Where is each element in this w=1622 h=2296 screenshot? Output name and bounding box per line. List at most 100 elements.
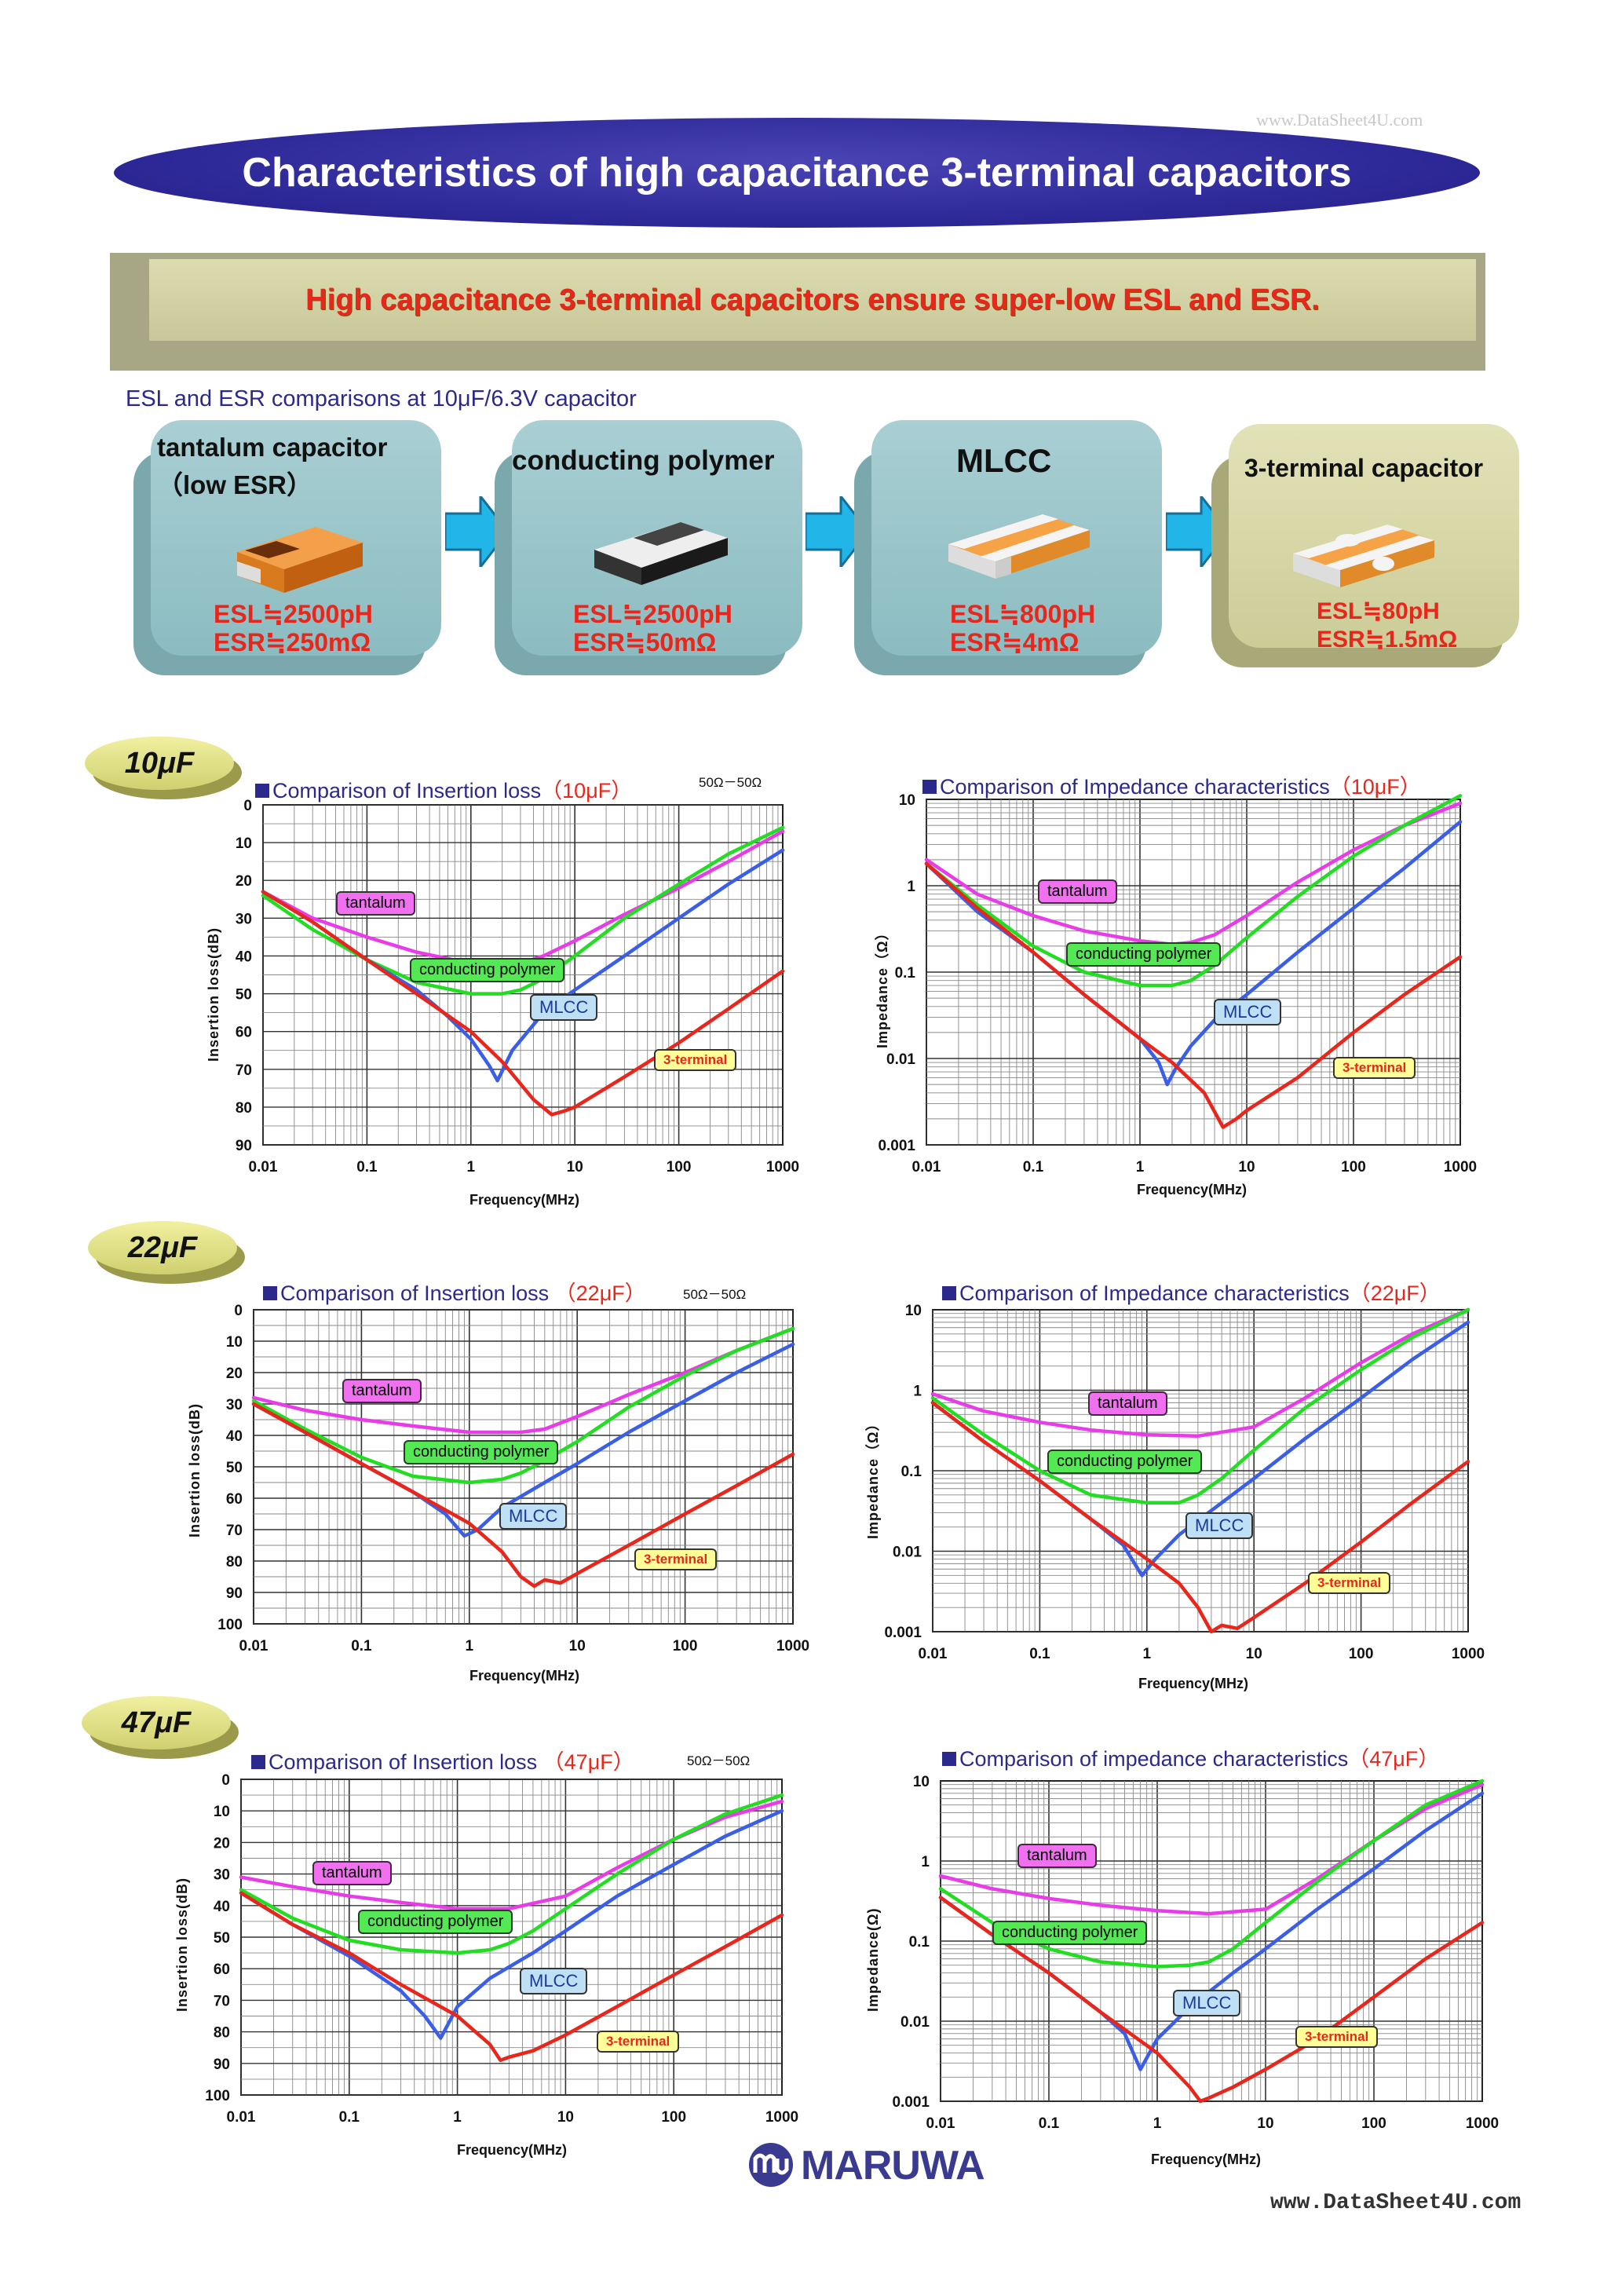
y-tick-label: 10 (226, 1334, 243, 1351)
label-conducting-polymer: conducting polymer (358, 1910, 513, 1934)
card-esr: ESR≒50mΩ (573, 628, 717, 656)
label-three-terminal: 3-terminal (1333, 1057, 1416, 1079)
y-tick-label: 10 (913, 1774, 930, 1790)
y-tick-label: 60 (226, 1491, 243, 1508)
y-tick-label: 20 (226, 1366, 243, 1382)
label-tantalum: tantalum (312, 1861, 392, 1885)
x-tick-label: 0.01 (249, 1159, 278, 1175)
chart-title-il-22: Comparison of Insertion loss （22μF） (263, 1276, 646, 1307)
x-tick-label: 1 (1143, 1646, 1152, 1662)
xlabel-il-22: Frequency(MHz) (469, 1668, 580, 1684)
x-tick-label: 1 (453, 2109, 462, 2126)
y-tick-label: 10 (236, 835, 252, 852)
il-condition: 50Ω－50Ω (699, 775, 762, 790)
y-tick-label: 10 (905, 1303, 922, 1319)
y-tick-label: 50 (226, 1460, 243, 1476)
y-tick-label: 1 (907, 879, 915, 895)
three-terminal-chip-icon (1293, 525, 1434, 587)
x-tick-label: 1 (467, 1159, 476, 1175)
square-bullet-icon (942, 1286, 956, 1300)
subtitle-text: High capacitance 3-terminal capacitors e… (305, 283, 1320, 316)
xlabel-il-10: Frequency(MHz) (469, 1192, 580, 1208)
badge-label: 47μF (121, 1706, 192, 1739)
plot-group: 0.01 0.1 1 10 100 1000 10 1 0.1 0.01 0.001 (884, 1303, 1485, 1662)
x-tick-label: 100 (661, 2109, 686, 2126)
il-condition: 50Ω－50Ω (683, 1287, 747, 1302)
card-esr: ESR≒250mΩ (214, 628, 371, 656)
series-line-3-terminal (930, 1401, 1470, 1634)
card-esl: ESL≒2500pH (573, 600, 732, 628)
y-tick-label: 0.001 (884, 1625, 922, 1641)
y-tick-label: 80 (226, 1554, 243, 1570)
x-tick-label: 0.01 (926, 2115, 955, 2132)
x-tick-label: 10 (569, 1638, 586, 1654)
series-line-3-terminal (261, 890, 785, 1117)
x-tick-label: 0.1 (1029, 1646, 1050, 1662)
y-tick-label: 50 (214, 1930, 230, 1947)
label-three-terminal: 3-terminal (1308, 1572, 1391, 1594)
tantalum-chip-icon (237, 527, 363, 593)
x-tick-label: 100 (673, 1638, 698, 1654)
square-bullet-icon (942, 1752, 956, 1766)
label-mlcc: MLCC (1173, 1990, 1241, 2016)
y-tick-label: 30 (214, 1867, 230, 1884)
label-mlcc: MLCC (1214, 999, 1282, 1026)
chart-title-il-47: Comparison of Insertion loss （47μF） (251, 1745, 634, 1775)
series-line-tantalum (930, 1307, 1470, 1439)
label-three-terminal: 3-terminal (634, 1548, 718, 1570)
label-conducting-polymer: conducting polymer (410, 958, 565, 982)
y-tick-label: 1 (913, 1384, 922, 1400)
y-tick-label: 10 (899, 792, 915, 809)
y-tick-label: 90 (236, 1138, 252, 1154)
x-tick-label: 0.1 (356, 1159, 378, 1175)
series-line-tantalum (251, 1326, 795, 1435)
y-tick-label: 0.1 (901, 1464, 922, 1480)
subtitle-bar: High capacitance 3-terminal capacitors e… (110, 253, 1485, 371)
card-title: MLCC (956, 442, 1052, 479)
y-tick-label: 0 (243, 798, 252, 814)
square-bullet-icon (263, 1286, 277, 1300)
y-tick-label: 80 (236, 1100, 252, 1117)
y-tick-label: 40 (236, 949, 252, 965)
label-conducting-polymer: conducting polymer (1066, 942, 1222, 967)
badge-label: 10μF (124, 746, 195, 780)
x-tick-label: 1 (1136, 1159, 1145, 1175)
x-tick-label: 1000 (765, 2109, 798, 2126)
x-tick-label: 1 (1153, 2115, 1162, 2132)
chart-title-il-10: Comparison of Insertion loss（10μF） (255, 773, 632, 804)
x-tick-label: 10 (1257, 2115, 1273, 2132)
arrow-right-icon (445, 496, 508, 567)
label-three-terminal: 3-terminal (1295, 2026, 1379, 2048)
x-tick-label: 1000 (776, 1638, 809, 1654)
plot-group: 0.01 0.1 1 10 100 1000 10 1 0.1 0.01 0.001 (892, 1774, 1499, 2132)
y-tick-label: 50 (236, 987, 252, 1004)
x-tick-label: 0.01 (227, 2109, 256, 2126)
y-tick-label: 70 (214, 1993, 230, 2009)
label-tantalum: tantalum (1088, 1391, 1167, 1416)
x-tick-label: 1000 (1466, 2115, 1499, 2132)
card-esl: ESL≒800pH (950, 600, 1096, 628)
y-tick-label: 60 (214, 1961, 230, 1978)
card-esr: ESR≒4mΩ (950, 628, 1080, 656)
x-tick-label: 100 (667, 1159, 692, 1175)
x-tick-label: 10 (1238, 1159, 1255, 1175)
y-tick-label: 0 (234, 1303, 243, 1319)
maruwa-logo-text: MARUWA (801, 2143, 985, 2188)
x-tick-label: 1000 (1444, 1159, 1477, 1175)
xlabel-il-47: Frequency(MHz) (457, 2142, 568, 2158)
y-tick-label: 20 (236, 873, 252, 890)
label-conducting-polymer: conducting polymer (1047, 1450, 1203, 1474)
card-polymer: conducting polymer ESL≒2500pH ESR≒50mΩ (495, 420, 802, 675)
y-tick-label: 70 (226, 1523, 243, 1539)
y-tick-label: 40 (214, 1899, 230, 1915)
maruwa-logo-icon (749, 2143, 793, 2187)
plot-group: 0.01 0.1 1 10 100 1000 0 10 20 30 40 50 60 70 80 90 (236, 798, 799, 1175)
y-tick-label: 90 (226, 1585, 243, 1602)
x-tick-label: 10 (567, 1159, 583, 1175)
card-esl: ESL≒2500pH (214, 600, 373, 628)
x-tick-label: 100 (1341, 1159, 1366, 1175)
y-tick-label: 30 (236, 911, 252, 927)
series-line-conducting-polymer (930, 1307, 1470, 1505)
y-tick-label: 1 (921, 1854, 930, 1870)
